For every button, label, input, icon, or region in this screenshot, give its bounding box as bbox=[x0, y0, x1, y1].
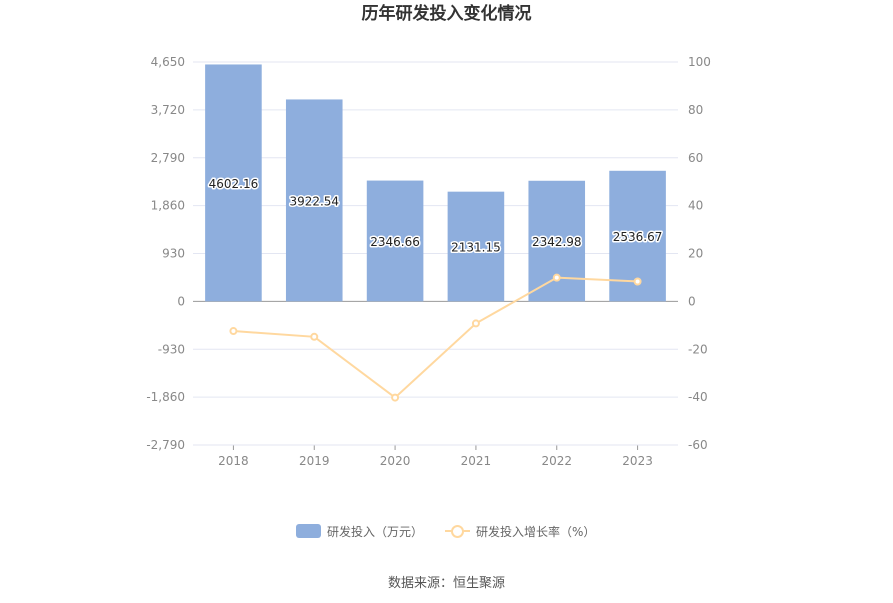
bar-value-label: 2342.98 bbox=[532, 235, 582, 249]
growth-rate-point bbox=[229, 327, 238, 336]
bar-value-label: 4602.16 bbox=[209, 177, 259, 191]
right-axis-tick-label: 60 bbox=[688, 151, 703, 165]
right-axis-tick-label: 20 bbox=[688, 247, 703, 261]
right-axis-tick-label: 80 bbox=[688, 103, 703, 117]
right-axis-tick-label: 40 bbox=[688, 199, 703, 213]
legend-item-growth-rate[interactable]: 研发投入增长率（%） bbox=[445, 523, 595, 540]
right-axis-tick-label: -20 bbox=[688, 342, 708, 356]
bar bbox=[447, 191, 505, 302]
growth-rate-point bbox=[552, 273, 561, 282]
left-axis-tick-label: 3,720 bbox=[151, 103, 185, 117]
x-axis-tick-label: 2022 bbox=[541, 454, 572, 468]
growth-rate-point bbox=[391, 393, 400, 402]
x-axis-tick-label: 2021 bbox=[461, 454, 492, 468]
bar bbox=[205, 64, 262, 302]
right-axis-tick-label: -60 bbox=[688, 438, 708, 452]
left-axis-tick-label: 0 bbox=[177, 294, 185, 308]
grid-lines bbox=[193, 61, 678, 446]
growth-rate-point bbox=[633, 277, 642, 286]
legend-line-swatch-icon bbox=[445, 524, 471, 538]
growth-rate-point bbox=[471, 319, 480, 328]
left-axis-tick-label: -1,860 bbox=[146, 390, 185, 404]
right-axis-tick-label: 0 bbox=[688, 294, 696, 308]
growth-rate-point bbox=[310, 332, 319, 341]
left-axis-tick-label: 1,860 bbox=[151, 199, 185, 213]
x-axis-tick-label: 2019 bbox=[299, 454, 330, 468]
growth-rate-line bbox=[233, 276, 638, 399]
x-axis-tick-label: 2020 bbox=[380, 454, 411, 468]
bar-value-label: 3922.54 bbox=[289, 194, 339, 208]
legend-label-growth-rate: 研发投入增长率（%） bbox=[476, 524, 596, 539]
bar bbox=[366, 180, 424, 302]
data-source-note: 数据来源：恒生聚源 bbox=[387, 576, 505, 591]
left-axis-tick-label: -2,790 bbox=[146, 438, 185, 452]
bar-series bbox=[205, 64, 666, 302]
legend-bar-swatch-icon bbox=[296, 524, 321, 538]
bar-value-label: 2536.67 bbox=[613, 230, 663, 244]
right-axis-tick-label: -40 bbox=[688, 390, 708, 404]
data-labels: 4602.16 3922.54 2346.66 2131.15 2342.98 2536.… bbox=[207, 175, 664, 256]
x-axis-tick-label: 2018 bbox=[218, 454, 249, 468]
left-axis-tick-label: -930 bbox=[158, 342, 185, 356]
left-axis-tick-label: 2,790 bbox=[151, 151, 185, 165]
legend-item-rd-investment[interactable]: 研发投入（万元） bbox=[296, 523, 423, 540]
chart-title: 历年研发投入变化情况 bbox=[361, 4, 532, 24]
bar-value-label: 2346.66 bbox=[370, 235, 420, 249]
bar-value-label: 2131.15 bbox=[451, 241, 501, 255]
bar bbox=[285, 99, 343, 302]
axes: -2,790 -1,860 -930 0 930 1,860 2,790 3,720 4,650… bbox=[146, 55, 711, 468]
legend-label-rd-investment: 研发投入（万元） bbox=[327, 524, 424, 539]
left-axis-tick-label: 930 bbox=[162, 247, 185, 261]
right-axis-tick-label: 100 bbox=[688, 55, 711, 69]
left-axis-tick-label: 4,650 bbox=[151, 55, 185, 69]
legend: 研发投入（万元） 研发投入增长率（%） bbox=[296, 521, 617, 541]
line-series bbox=[229, 273, 642, 402]
x-axis-tick-label: 2023 bbox=[622, 454, 653, 468]
